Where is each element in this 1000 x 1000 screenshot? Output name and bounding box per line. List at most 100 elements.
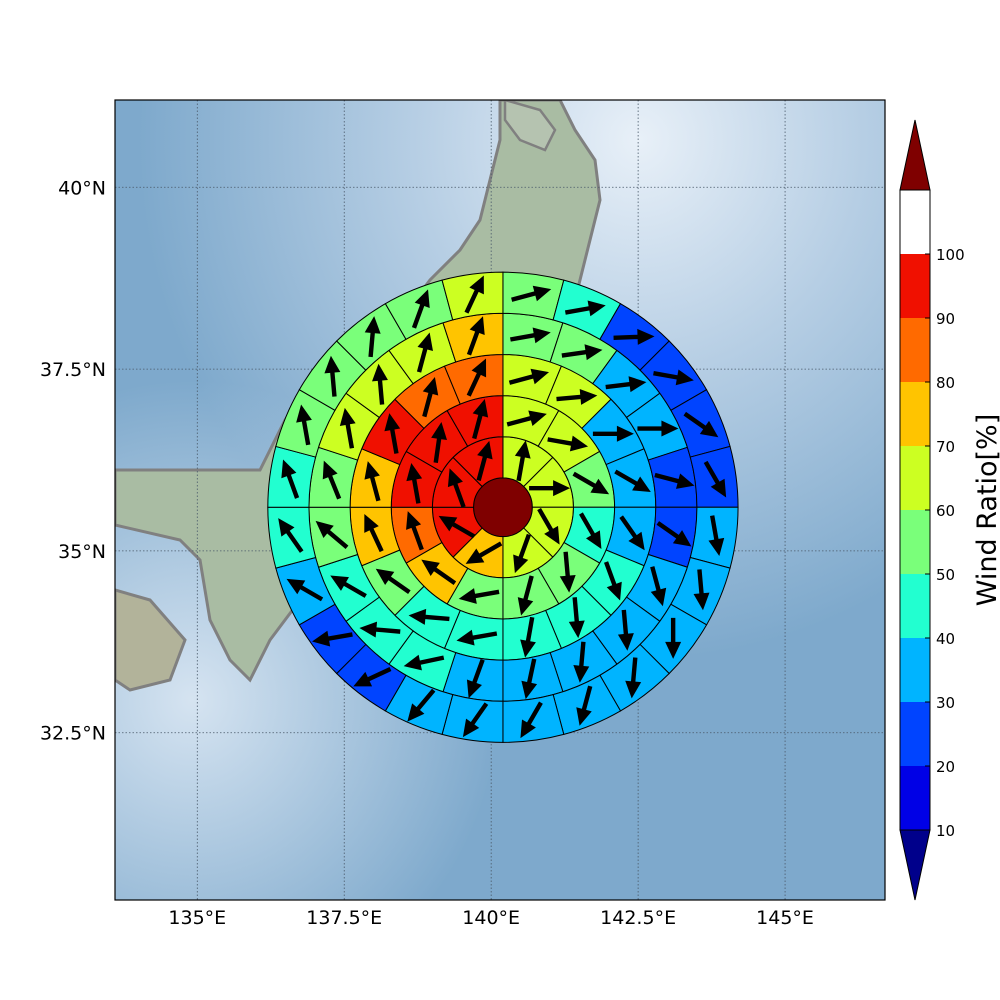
land-hokkaido-tip xyxy=(503,100,557,152)
wind-arrow xyxy=(375,568,411,595)
x-axis-ticks: 135°E 137.5°E 140°E 142.5°E 145°E xyxy=(168,907,814,929)
colorbar-extend-max xyxy=(899,119,931,191)
wind-arrow xyxy=(315,520,349,549)
colorbar-tick-label: 40 xyxy=(936,630,955,648)
colorbar-segment xyxy=(900,574,930,638)
wind-arrow xyxy=(650,566,667,607)
wind-arrow xyxy=(561,344,603,361)
wind-arrow xyxy=(592,425,634,442)
map-area xyxy=(114,99,886,901)
y-tick-label: 37.5°N xyxy=(40,359,106,381)
wind-arrow xyxy=(520,701,543,739)
wind-arrow xyxy=(614,469,651,492)
colorbar-tick-label: 90 xyxy=(936,310,955,328)
wind-arrow xyxy=(466,316,485,356)
colorbar-title: Wind Ratio[%] xyxy=(972,414,1000,606)
wind-arrow xyxy=(654,472,695,489)
wind-direction-arrows xyxy=(278,275,727,739)
colorbar: 10 20 30 40 50 60 70 80 90 100 xyxy=(899,119,965,901)
wind-arrow xyxy=(330,575,367,598)
wind-arrow xyxy=(572,471,610,495)
colorbar-tick-label: 60 xyxy=(936,502,955,520)
x-tick-label: 140°E xyxy=(462,907,520,929)
wind-arrow xyxy=(466,658,485,699)
wind-arrow xyxy=(416,332,433,373)
wind-arrow xyxy=(421,559,457,585)
wind-arrow xyxy=(438,515,476,539)
x-tick-label: 137.5°E xyxy=(306,907,382,929)
land-shikoku xyxy=(115,588,187,692)
wind-arrow xyxy=(576,685,593,726)
wind-arrow xyxy=(447,468,466,508)
wind-arrow xyxy=(511,285,552,302)
wind-arrow xyxy=(517,575,534,616)
map-frame xyxy=(114,99,886,901)
x-tick-label: 145°E xyxy=(756,907,814,929)
x-tick-label: 135°E xyxy=(168,907,226,929)
wind-arrow xyxy=(637,420,679,437)
wind-arrow xyxy=(506,410,547,427)
wind-arrow xyxy=(324,355,341,397)
colorbar-segment xyxy=(900,318,930,382)
wind-arrow xyxy=(573,641,590,683)
y-tick-label: 35°N xyxy=(58,541,106,563)
wind-arrow xyxy=(619,515,645,551)
wind-arrow xyxy=(708,515,725,556)
colorbar-tick-label: 80 xyxy=(936,374,955,392)
wind-arrow xyxy=(286,578,324,602)
colorbar-tick-label: 20 xyxy=(936,758,955,776)
wind-arrow xyxy=(353,667,392,687)
wind-arrow xyxy=(547,435,589,452)
wind-arrow xyxy=(509,327,551,344)
colorbar-segment xyxy=(900,766,930,830)
wind-arrow xyxy=(521,658,538,700)
wind-arrow xyxy=(613,328,655,345)
colorbar-tick-label: 30 xyxy=(936,694,955,712)
wind-arrow xyxy=(466,358,487,397)
wind-arrow xyxy=(359,621,401,638)
wind-arrow xyxy=(312,630,353,647)
wind-ratio-rings xyxy=(267,271,739,743)
wind-arrow xyxy=(372,363,388,405)
wind-arrow xyxy=(472,398,489,440)
wind-arrow xyxy=(513,533,531,574)
wind-arrow xyxy=(464,275,484,314)
wind-arrow xyxy=(406,463,423,504)
wind-arrow xyxy=(364,461,381,502)
wind-arrow xyxy=(278,518,304,553)
y-axis-ticks: 40°N 37.5°N 35°N 32.5°N xyxy=(40,177,106,744)
wind-arrow xyxy=(462,702,489,738)
wind-arrow xyxy=(564,300,606,317)
x-tick-label: 142.5°E xyxy=(600,907,676,929)
y-tick-label: 40°N xyxy=(58,177,106,199)
y-tick-label: 32.5°N xyxy=(40,723,106,745)
wind-arrow xyxy=(508,368,550,385)
wind-arrow xyxy=(617,609,634,651)
wind-arrow xyxy=(403,654,445,671)
wind-arrow xyxy=(476,440,493,482)
colorbar-tick-label: 50 xyxy=(936,566,955,584)
wind-arrow xyxy=(683,411,719,438)
wind-arrow xyxy=(653,369,694,386)
wind-arrow xyxy=(656,521,692,547)
wind-arrow xyxy=(625,657,642,699)
wind-arrow xyxy=(422,377,439,418)
colorbar-segment xyxy=(900,446,930,510)
wind-arrow xyxy=(407,688,436,722)
colorbar-segment xyxy=(900,702,930,766)
wind-arrow xyxy=(322,460,342,500)
wind-arrow xyxy=(465,541,503,564)
colorbar-segment xyxy=(900,638,930,702)
wind-arrow xyxy=(693,569,710,611)
wind-arrow xyxy=(703,460,727,498)
wind-arrow xyxy=(458,588,500,604)
wind-arrow xyxy=(281,459,300,499)
wind-arrow xyxy=(431,422,447,463)
wind-arrow xyxy=(384,413,401,454)
wind-arrow xyxy=(514,440,531,482)
wind-arrow xyxy=(339,407,356,449)
colorbar-tick-label: 100 xyxy=(936,246,965,264)
wind-arrow xyxy=(537,507,560,545)
wind-arrow xyxy=(456,629,498,646)
